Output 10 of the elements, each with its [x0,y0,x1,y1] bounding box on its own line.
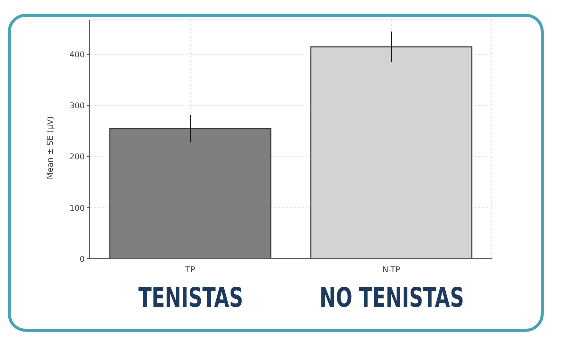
y-tick-label: 400 [70,50,85,60]
y-tick-label: 0 [80,254,85,264]
x-tick-label: N-TP [382,266,401,275]
y-tick-label: 300 [70,102,85,111]
y-tick-label: 200 [70,152,85,162]
y-tick-label: 100 [70,204,85,213]
text: NO TENISTAS [318,283,465,314]
text: TENISTAS [137,283,244,314]
x-tick-label: TP [184,266,196,275]
y-axis-title: Mean ± SE (μV) [46,116,55,180]
